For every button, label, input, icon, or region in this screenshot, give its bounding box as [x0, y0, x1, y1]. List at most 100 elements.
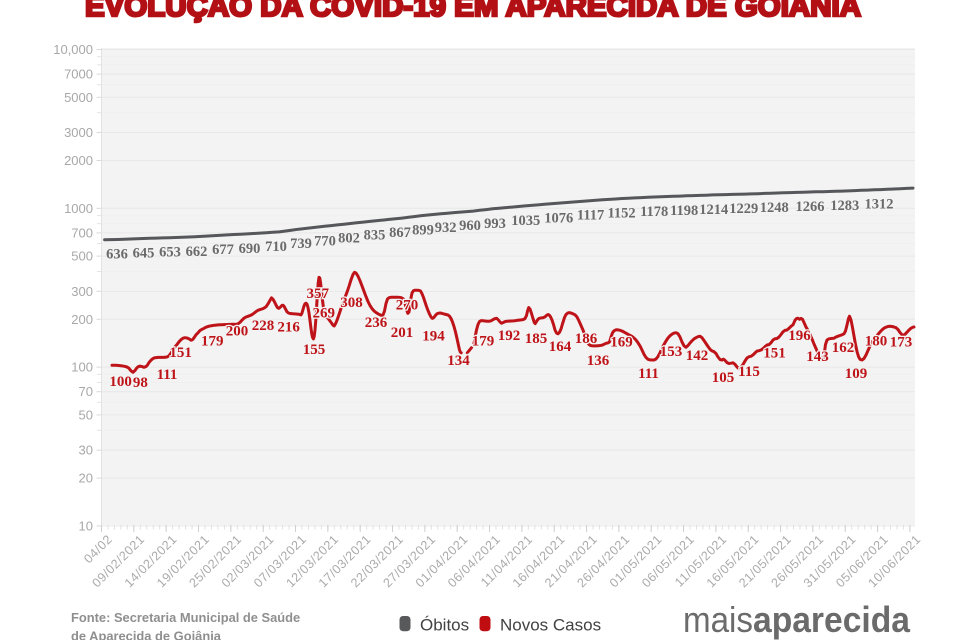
svg-text:10,000: 10,000 — [53, 42, 93, 57]
svg-text:1000: 1000 — [64, 201, 93, 216]
svg-text:1266: 1266 — [796, 199, 825, 215]
svg-text:100: 100 — [109, 374, 132, 390]
svg-text:1312: 1312 — [865, 197, 894, 213]
svg-text:162: 162 — [832, 340, 855, 356]
svg-text:899: 899 — [412, 223, 434, 239]
svg-text:100: 100 — [109, 374, 132, 390]
svg-text:710: 710 — [265, 239, 287, 255]
svg-text:111: 111 — [157, 367, 178, 383]
svg-text:1076: 1076 — [544, 210, 573, 226]
svg-text:192: 192 — [498, 328, 521, 344]
svg-text:105: 105 — [712, 370, 735, 386]
svg-text:153: 153 — [660, 344, 683, 360]
svg-text:228: 228 — [252, 318, 275, 334]
svg-text:143: 143 — [806, 349, 829, 365]
svg-text:700: 700 — [71, 225, 93, 240]
svg-text:186: 186 — [575, 331, 598, 347]
svg-text:151: 151 — [763, 346, 786, 362]
svg-text:7000: 7000 — [64, 67, 93, 82]
svg-text:835: 835 — [364, 228, 386, 244]
svg-text:136: 136 — [587, 353, 610, 369]
svg-text:162: 162 — [832, 340, 855, 356]
svg-text:236: 236 — [365, 315, 388, 331]
svg-text:690: 690 — [239, 241, 261, 257]
svg-text:185: 185 — [525, 331, 548, 347]
svg-text:151: 151 — [169, 345, 192, 361]
svg-text:50: 50 — [79, 407, 93, 422]
svg-text:1312: 1312 — [865, 197, 894, 213]
svg-text:164: 164 — [549, 339, 572, 355]
svg-text:196: 196 — [788, 328, 811, 344]
svg-text:1214: 1214 — [699, 202, 728, 218]
svg-text:196: 196 — [788, 328, 811, 344]
svg-text:192: 192 — [498, 328, 521, 344]
svg-text:653: 653 — [159, 245, 181, 261]
svg-text:179: 179 — [201, 333, 224, 349]
svg-text:201: 201 — [391, 325, 414, 341]
svg-text:1117: 1117 — [577, 208, 604, 224]
svg-text:932: 932 — [435, 220, 457, 236]
svg-text:270: 270 — [396, 298, 419, 314]
svg-text:maisaparecida: maisaparecida — [683, 599, 911, 640]
svg-text:142: 142 — [686, 348, 709, 364]
svg-text:186: 186 — [575, 331, 598, 347]
svg-text:308: 308 — [340, 295, 363, 311]
svg-text:1248: 1248 — [760, 200, 789, 216]
svg-text:1152: 1152 — [607, 206, 635, 222]
svg-text:216: 216 — [277, 320, 300, 336]
svg-text:932: 932 — [435, 220, 457, 236]
svg-text:Novos Casos: Novos Casos — [500, 616, 601, 635]
svg-text:200: 200 — [71, 312, 93, 327]
svg-text:164: 164 — [549, 339, 572, 355]
svg-text:690: 690 — [239, 241, 261, 257]
svg-text:151: 151 — [169, 345, 192, 361]
svg-text:739: 739 — [290, 236, 312, 252]
svg-text:143: 143 — [806, 349, 829, 365]
svg-text:98: 98 — [133, 375, 148, 391]
svg-text:1229: 1229 — [729, 201, 758, 217]
svg-text:Fonte: Secretaria Municipal de: Fonte: Secretaria Municipal de Saúde — [71, 610, 300, 625]
svg-text:20: 20 — [79, 471, 93, 486]
svg-text:1198: 1198 — [670, 203, 698, 219]
svg-text:653: 653 — [159, 245, 181, 261]
svg-text:173: 173 — [890, 335, 913, 351]
svg-text:179: 179 — [472, 334, 495, 350]
svg-text:Óbitos: Óbitos — [420, 616, 469, 635]
svg-text:636: 636 — [106, 247, 128, 263]
svg-text:180: 180 — [865, 334, 888, 350]
svg-text:169: 169 — [610, 335, 633, 351]
svg-text:115: 115 — [738, 364, 760, 380]
svg-text:1198: 1198 — [670, 203, 698, 219]
svg-text:173: 173 — [890, 335, 913, 351]
svg-text:636: 636 — [106, 247, 128, 263]
svg-text:3000: 3000 — [64, 125, 93, 140]
svg-text:155: 155 — [303, 342, 326, 358]
svg-text:357: 357 — [307, 286, 330, 302]
svg-text:710: 710 — [265, 239, 287, 255]
svg-text:2000: 2000 — [64, 153, 93, 168]
svg-text:134: 134 — [447, 353, 470, 369]
svg-text:1035: 1035 — [511, 213, 540, 229]
svg-text:300: 300 — [71, 284, 93, 299]
svg-text:109: 109 — [845, 366, 868, 382]
svg-text:185: 185 — [525, 331, 548, 347]
svg-text:770: 770 — [314, 233, 336, 249]
svg-text:1283: 1283 — [830, 198, 859, 214]
svg-text:1248: 1248 — [760, 200, 789, 216]
svg-text:111: 111 — [638, 366, 659, 382]
svg-text:1117: 1117 — [577, 208, 604, 224]
svg-text:662: 662 — [186, 244, 208, 260]
svg-text:960: 960 — [459, 218, 481, 234]
svg-text:770: 770 — [314, 233, 336, 249]
svg-text:662: 662 — [186, 244, 208, 260]
svg-text:155: 155 — [303, 342, 326, 358]
svg-text:151: 151 — [763, 346, 786, 362]
svg-text:1283: 1283 — [830, 198, 859, 214]
svg-text:109: 109 — [845, 366, 868, 382]
svg-text:236: 236 — [365, 315, 388, 331]
svg-text:1178: 1178 — [640, 204, 668, 220]
svg-text:645: 645 — [133, 246, 155, 262]
svg-text:EVOLUÇÃO DA COVID-19 EM APAREC: EVOLUÇÃO DA COVID-19 EM APARECIDA DE GOI… — [85, 0, 861, 23]
svg-text:30: 30 — [79, 443, 93, 458]
svg-text:1178: 1178 — [640, 204, 668, 220]
